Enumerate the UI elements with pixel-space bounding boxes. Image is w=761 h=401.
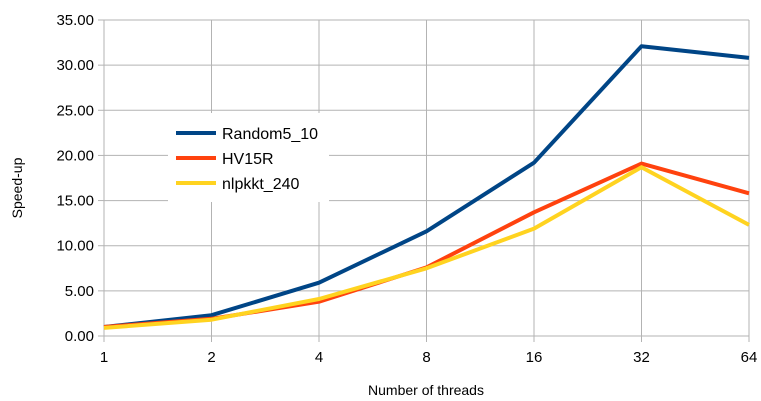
y-tick-label: 5.00: [65, 283, 94, 300]
x-tick-label: 1: [100, 349, 108, 366]
x-axis-title: Number of threads: [368, 382, 484, 398]
x-tick-label: 64: [741, 349, 758, 366]
y-tick-label: 20.00: [56, 147, 94, 164]
legend-label: HV15R: [222, 151, 274, 168]
legend-label: Random5_10: [222, 126, 318, 143]
x-tick-label: 2: [207, 349, 215, 366]
x-tick-label: 8: [422, 349, 430, 366]
y-tick-label: 10.00: [56, 238, 94, 255]
y-tick-label: 15.00: [56, 193, 94, 210]
y-tick-label: 35.00: [56, 12, 94, 29]
legend: Random5_10 HV15R nlpkkt_240: [168, 113, 329, 202]
y-axis-title: Speed-up: [9, 157, 25, 218]
y-tick-label: 25.00: [56, 102, 94, 119]
legend-label: nlpkkt_240: [222, 176, 299, 193]
x-tick-label: 4: [315, 349, 323, 366]
y-tick-label: 30.00: [56, 57, 94, 74]
x-tick-label: 16: [526, 349, 543, 366]
y-tick-label: 0.00: [65, 328, 94, 345]
x-tick-label: 32: [633, 349, 650, 366]
